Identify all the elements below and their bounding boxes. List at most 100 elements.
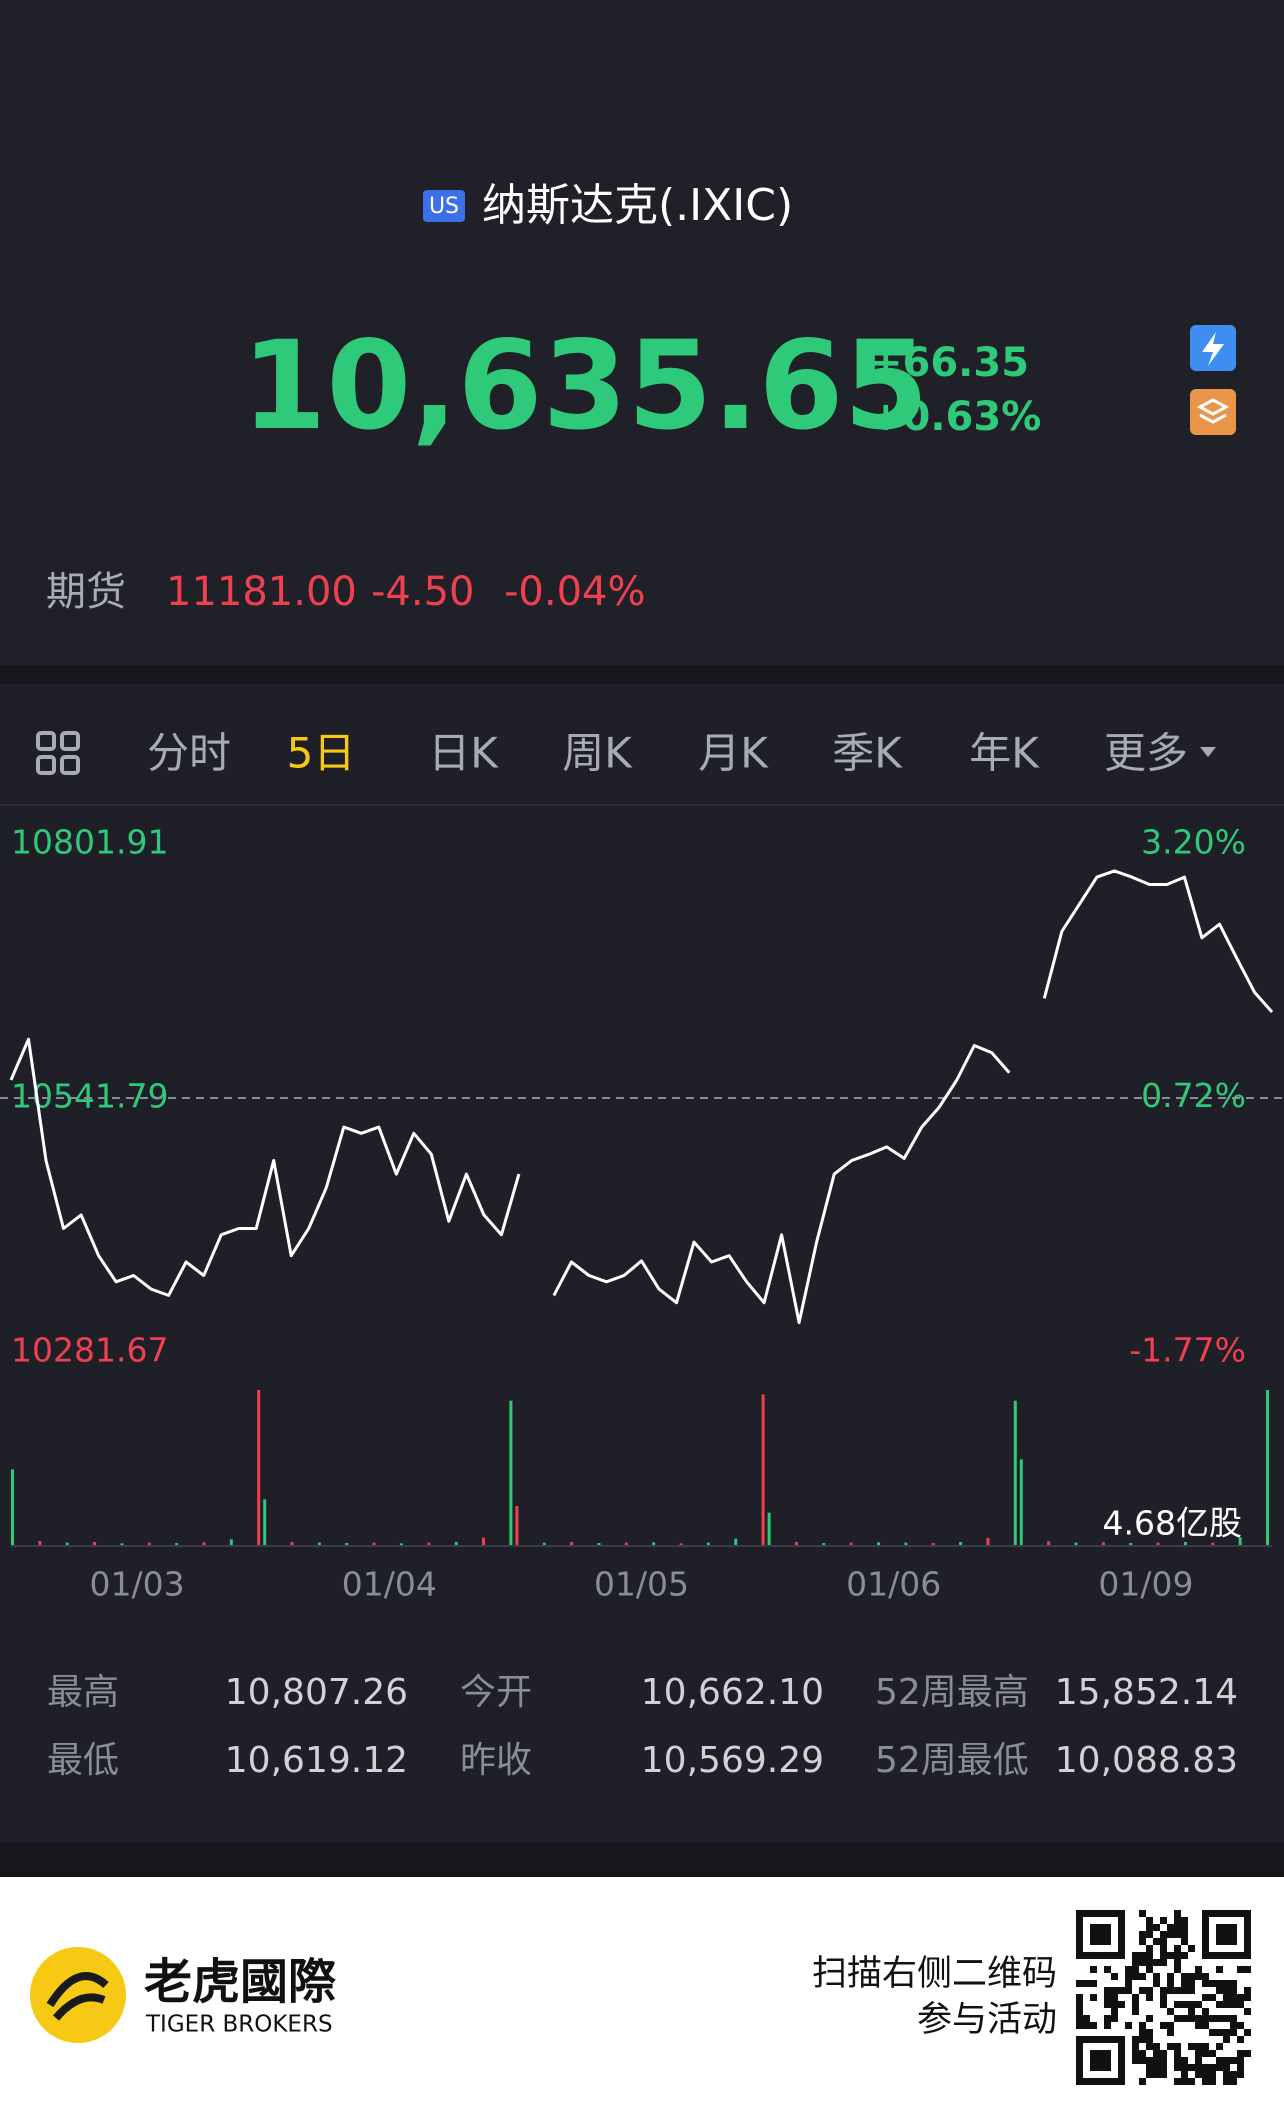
qr-cell — [1146, 1924, 1153, 1931]
qr-cell — [1076, 2001, 1083, 2008]
x-tick-label: 01/09 — [1098, 1565, 1193, 1604]
qr-cell — [1195, 2015, 1202, 2022]
volume-bar — [317, 1542, 321, 1546]
qr-cell — [1181, 2064, 1188, 2071]
qr-cell — [1209, 2071, 1216, 2078]
qr-cell — [1153, 1938, 1160, 1945]
qr-cell — [1160, 1931, 1167, 1938]
qr-cell — [1237, 2022, 1244, 2029]
qr-cell — [1104, 1987, 1111, 1994]
volume-bar — [399, 1543, 403, 1546]
qr-cell — [1125, 1987, 1132, 1994]
qr-cell — [1111, 1973, 1118, 1980]
volume-bar — [515, 1506, 519, 1546]
qr-cell — [1181, 2071, 1188, 2078]
qr-cell — [1202, 2071, 1209, 2078]
tab[interactable]: 日K — [428, 729, 499, 778]
header-bg — [0, 0, 1284, 665]
qr-code[interactable] — [1076, 1910, 1251, 2085]
volume-bar — [1238, 1537, 1242, 1546]
qr-cell — [1244, 2050, 1251, 2057]
qr-cell — [1104, 2001, 1111, 2008]
qr-cell — [1195, 2050, 1202, 2057]
qr-cell — [1153, 2071, 1160, 2078]
qr-cell — [1146, 2071, 1153, 2078]
qr-cell — [1188, 1945, 1195, 1952]
qr-cell — [1167, 1973, 1174, 1980]
qr-cell — [1160, 1938, 1167, 1945]
qr-cell — [1237, 2050, 1244, 2057]
qr-cell — [1209, 2064, 1216, 2071]
qr-cell — [1174, 1931, 1181, 1938]
footer-bg — [0, 1877, 1284, 2118]
qr-cell — [1132, 2036, 1139, 2043]
qr-cell — [1195, 2001, 1202, 2008]
qr-cell — [1146, 1931, 1153, 1938]
volume-bar — [263, 1499, 267, 1546]
qr-cell — [1230, 2078, 1237, 2085]
layer-icon[interactable] — [1190, 389, 1236, 435]
qr-cell — [1223, 2001, 1230, 2008]
y2-tick-label: 3.20% — [1141, 823, 1246, 862]
tab[interactable]: 5日 — [287, 729, 356, 778]
futures-change: -4.50 — [371, 569, 475, 615]
volume-bar — [372, 1542, 376, 1546]
qr-cell — [1125, 1973, 1132, 1980]
qr-cell — [1132, 1952, 1139, 1959]
qr-cell — [1139, 1959, 1146, 1966]
qr-cell — [1174, 1945, 1181, 1952]
x-tick-label: 01/04 — [342, 1565, 437, 1604]
qr-cell — [1118, 2001, 1125, 2008]
qr-cell — [1237, 2071, 1244, 2078]
qr-cell — [1153, 1959, 1160, 1966]
qr-cell — [1181, 1917, 1188, 1924]
volume-bar — [931, 1543, 935, 1546]
qr-cell — [1111, 2015, 1118, 2022]
qr-cell — [1153, 2043, 1160, 2050]
qr-cell — [1111, 2008, 1118, 2015]
qr-cell — [1230, 2015, 1237, 2022]
qr-cell — [1111, 1987, 1118, 1994]
qr-cell — [1174, 2050, 1181, 2057]
volume-bar — [482, 1537, 486, 1546]
volume-bar — [1101, 1542, 1105, 1546]
qr-cell — [1202, 2008, 1209, 2015]
tab[interactable]: 更多 — [1104, 729, 1188, 778]
qr-cell — [1216, 1966, 1223, 1973]
tab[interactable]: 月K — [698, 729, 769, 778]
qr-cell — [1160, 2022, 1167, 2029]
volume-bar — [767, 1512, 771, 1546]
tab[interactable]: 年K — [969, 729, 1040, 778]
qr-cell — [1104, 1994, 1111, 2001]
qr-cell — [1202, 2015, 1209, 2022]
qr-cell — [1146, 1945, 1153, 1952]
change: +66.35 — [869, 340, 1029, 386]
stat-value: 10,569.29 — [641, 1740, 824, 1781]
qr-cell — [1132, 2050, 1139, 2057]
qr-cell — [1181, 2015, 1188, 2022]
qr-cell — [1181, 2078, 1188, 2085]
tab[interactable]: 季K — [832, 729, 903, 778]
qr-cell — [1160, 2064, 1167, 2071]
grid-icon[interactable] — [36, 731, 80, 775]
y2-tick-label: -1.77% — [1129, 1331, 1246, 1370]
volume-bar — [1074, 1542, 1078, 1546]
futures-label: 期货 — [46, 569, 126, 615]
qr-cell — [1209, 2078, 1216, 2085]
qr-cell — [1083, 2022, 1090, 2029]
volume-bar — [38, 1541, 42, 1546]
tab[interactable]: 周K — [562, 729, 633, 778]
qr-cell — [1174, 2078, 1181, 2085]
qr-cell — [1139, 1952, 1146, 1959]
qr-cell — [1139, 2036, 1146, 2043]
volume-bar — [257, 1390, 261, 1546]
qr-cell — [1202, 2043, 1209, 2050]
tab[interactable]: 分时 — [147, 729, 231, 778]
qr-cell — [1216, 2057, 1223, 2064]
qr-cell — [1160, 2071, 1167, 2078]
qr-cell — [1174, 2057, 1181, 2064]
y-tick-label: 10281.67 — [11, 1331, 168, 1370]
qr-cell — [1181, 2057, 1188, 2064]
volume-bar — [509, 1400, 513, 1546]
qr-cell — [1188, 1973, 1195, 1980]
